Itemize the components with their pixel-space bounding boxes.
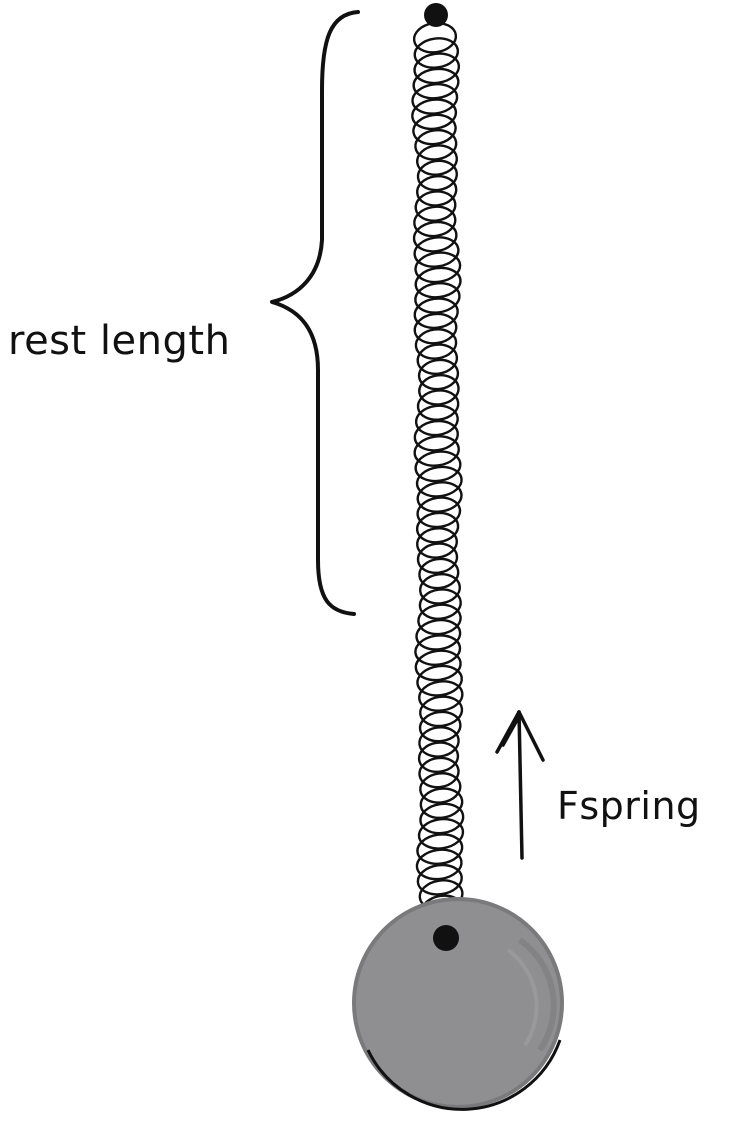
spring-loop: [414, 634, 462, 666]
spring-loop: [418, 756, 460, 789]
spring-loop: [419, 802, 465, 835]
spring-loop: [413, 37, 460, 69]
bob-mass: [352, 897, 564, 1111]
spring-coil: [411, 21, 465, 940]
spring-loop: [417, 603, 462, 636]
spring-loop: [417, 741, 460, 774]
spring-loop: [416, 863, 463, 896]
spring-loop: [415, 174, 458, 207]
spring-loop: [414, 128, 458, 161]
bob-anchor-dot-icon: [433, 925, 459, 951]
spring-loop: [414, 404, 459, 437]
spring-loop: [418, 710, 462, 743]
spring-loop: [412, 67, 460, 100]
spring-loop: [416, 389, 460, 421]
spring-loop: [419, 695, 464, 728]
spring-loop: [414, 266, 462, 299]
top-anchor-dot-icon: [424, 3, 448, 27]
spring-loop: [413, 205, 457, 238]
spring-loop: [418, 680, 464, 712]
spring-loop: [413, 236, 460, 268]
spring-loop: [418, 557, 460, 590]
spring-loop: [419, 772, 462, 804]
spring-loop: [416, 496, 462, 529]
spring-loop: [412, 220, 458, 253]
spring-loop: [414, 190, 457, 222]
spring-loop: [411, 83, 459, 115]
spring-loop: [413, 52, 461, 85]
spring-loop: [413, 435, 460, 467]
spring-loop: [418, 572, 462, 605]
spring-loop: [418, 588, 462, 620]
rest-length-brace: [270, 10, 360, 616]
spring-loop: [416, 159, 459, 192]
spring-loop: [416, 542, 459, 575]
spring-loop: [415, 144, 459, 176]
up-arrow-icon: [495, 710, 545, 860]
spring-loop: [412, 113, 457, 146]
spring-loop: [415, 511, 460, 544]
spring-loop: [415, 618, 462, 651]
spring-loop: [414, 328, 458, 360]
spring-loop: [413, 312, 458, 345]
spring-loop: [414, 649, 462, 682]
spring-loop: [415, 527, 459, 559]
spring-loop: [414, 251, 462, 284]
spring-loop: [414, 282, 461, 314]
spring-loop: [413, 419, 459, 452]
spring-loop: [415, 465, 463, 498]
spring-loop: [413, 297, 459, 330]
rest-length-label: rest length: [8, 318, 231, 364]
spring-loop: [416, 664, 463, 697]
spring-loop: [418, 726, 460, 758]
spring-force-label: Fspring: [557, 784, 701, 828]
spring-loop: [416, 833, 464, 865]
spring-loop: [416, 481, 463, 513]
spring-loop: [415, 848, 463, 881]
spring-loop: [417, 358, 460, 391]
spring-loop: [414, 450, 462, 483]
spring-loop: [419, 787, 464, 820]
spring-loop: [417, 817, 465, 850]
spring-loop: [418, 373, 460, 406]
spring-loop: [416, 343, 459, 376]
spring-loop: [411, 98, 458, 131]
